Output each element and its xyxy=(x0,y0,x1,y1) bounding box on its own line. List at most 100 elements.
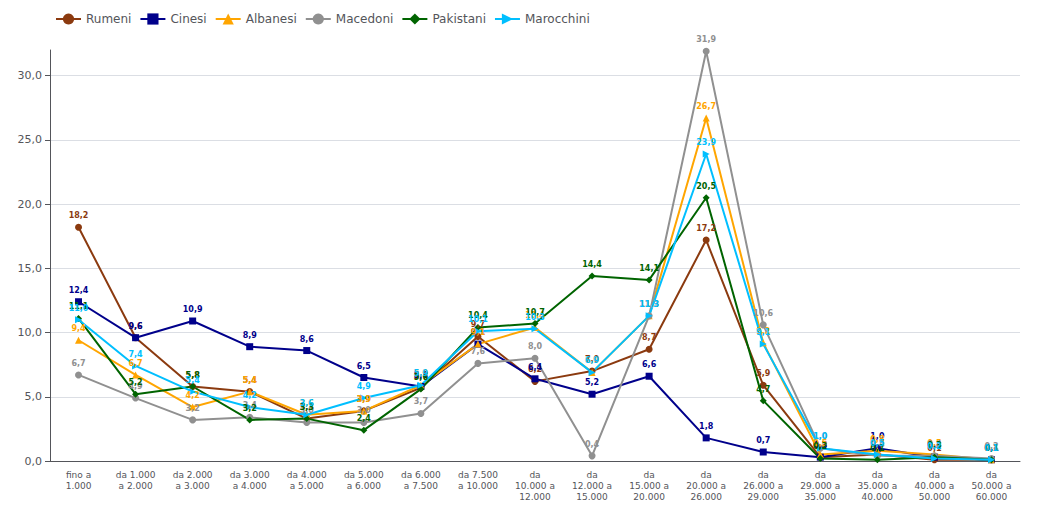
svg-text:3,6: 3,6 xyxy=(300,399,315,408)
svg-text:da: da xyxy=(986,470,997,480)
svg-text:15.000 a: 15.000 a xyxy=(629,481,669,491)
svg-text:10,9: 10,9 xyxy=(183,305,203,314)
svg-text:0,1: 0,1 xyxy=(984,444,999,453)
svg-text:10,3: 10,3 xyxy=(525,313,545,322)
svg-text:0,1: 0,1 xyxy=(984,444,999,453)
svg-text:da 3.000: da 3.000 xyxy=(230,470,270,480)
svg-text:0,2: 0,2 xyxy=(813,442,827,451)
svg-text:fino a: fino a xyxy=(66,470,91,480)
svg-text:a 3.000: a 3.000 xyxy=(176,481,210,491)
svg-text:7,6: 7,6 xyxy=(471,347,486,356)
svg-text:1,0: 1,0 xyxy=(813,432,828,441)
svg-text:Macedoni: Macedoni xyxy=(336,12,394,26)
svg-text:3,9: 3,9 xyxy=(357,395,372,404)
svg-text:50.000: 50.000 xyxy=(919,492,951,502)
svg-text:23,9: 23,9 xyxy=(696,138,716,147)
svg-text:40.000 a: 40.000 a xyxy=(914,481,954,491)
svg-text:da: da xyxy=(929,470,940,480)
svg-text:a 2.000: a 2.000 xyxy=(119,481,153,491)
svg-text:4,7: 4,7 xyxy=(756,385,770,394)
svg-text:14,1: 14,1 xyxy=(639,264,659,273)
svg-text:da: da xyxy=(586,470,597,480)
svg-text:11,3: 11,3 xyxy=(639,300,659,309)
svg-text:35.000 a: 35.000 a xyxy=(857,481,897,491)
svg-text:5,0: 5,0 xyxy=(25,390,43,403)
svg-text:Rumeni: Rumeni xyxy=(86,12,131,26)
svg-text:da 6.000: da 6.000 xyxy=(401,470,441,480)
svg-text:da: da xyxy=(872,470,883,480)
svg-text:8,6: 8,6 xyxy=(300,335,315,344)
svg-text:11,0: 11,0 xyxy=(69,304,89,313)
svg-text:60.000: 60.000 xyxy=(976,492,1008,502)
svg-text:6,7: 6,7 xyxy=(129,359,143,368)
svg-text:5,4: 5,4 xyxy=(186,376,201,385)
svg-text:5,2: 5,2 xyxy=(129,378,143,387)
svg-text:a 7.500: a 7.500 xyxy=(404,481,438,491)
svg-text:10,1: 10,1 xyxy=(468,315,488,324)
svg-text:9,1: 9,1 xyxy=(471,328,486,337)
svg-text:3,9: 3,9 xyxy=(357,395,372,404)
svg-text:29.000: 29.000 xyxy=(747,492,779,502)
svg-text:da 7.500: da 7.500 xyxy=(458,470,498,480)
svg-text:a 6.000: a 6.000 xyxy=(347,481,381,491)
svg-text:12.000 a: 12.000 a xyxy=(572,481,612,491)
svg-text:1.000: 1.000 xyxy=(66,481,92,491)
svg-text:3,2: 3,2 xyxy=(186,404,200,413)
svg-text:11,3: 11,3 xyxy=(639,300,659,309)
svg-text:da 5.000: da 5.000 xyxy=(344,470,384,480)
svg-text:6,5: 6,5 xyxy=(357,362,372,371)
svg-text:5,2: 5,2 xyxy=(585,378,599,387)
svg-text:6,6: 6,6 xyxy=(642,360,657,369)
svg-text:0,5: 0,5 xyxy=(870,439,885,448)
svg-text:da 2.000: da 2.000 xyxy=(173,470,213,480)
svg-text:da 4.000: da 4.000 xyxy=(287,470,327,480)
svg-text:18,2: 18,2 xyxy=(69,211,89,220)
svg-text:4,2: 4,2 xyxy=(186,391,200,400)
svg-text:da: da xyxy=(815,470,826,480)
svg-text:9,4: 9,4 xyxy=(71,324,86,333)
svg-text:2,4: 2,4 xyxy=(357,414,372,423)
svg-text:12.000: 12.000 xyxy=(519,492,551,502)
svg-text:a 10.000: a 10.000 xyxy=(458,481,498,491)
svg-text:6,4: 6,4 xyxy=(528,363,543,372)
svg-text:Pakistani: Pakistani xyxy=(432,12,486,26)
svg-text:0,4: 0,4 xyxy=(585,440,600,449)
svg-text:5,4: 5,4 xyxy=(243,376,258,385)
svg-text:6,9: 6,9 xyxy=(585,356,600,365)
svg-text:10,0: 10,0 xyxy=(18,326,43,339)
svg-text:da: da xyxy=(644,470,655,480)
svg-text:1,8: 1,8 xyxy=(699,422,714,431)
svg-text:35.000: 35.000 xyxy=(805,492,837,502)
svg-text:5,9: 5,9 xyxy=(414,369,429,378)
svg-text:10,6: 10,6 xyxy=(753,309,773,318)
svg-text:15,0: 15,0 xyxy=(18,262,43,275)
svg-text:da 1.000: da 1.000 xyxy=(116,470,156,480)
svg-text:15.000: 15.000 xyxy=(576,492,608,502)
svg-text:0,7: 0,7 xyxy=(756,436,770,445)
svg-text:26.000: 26.000 xyxy=(690,492,722,502)
svg-text:20,5: 20,5 xyxy=(696,182,716,191)
svg-text:a 5.000: a 5.000 xyxy=(290,481,324,491)
svg-text:3,2: 3,2 xyxy=(243,404,257,413)
svg-text:6,9: 6,9 xyxy=(585,356,600,365)
svg-text:da: da xyxy=(758,470,769,480)
svg-text:11,3: 11,3 xyxy=(639,300,659,309)
svg-text:9,1: 9,1 xyxy=(471,328,486,337)
svg-text:0,5: 0,5 xyxy=(870,439,885,448)
svg-text:5,4: 5,4 xyxy=(243,376,258,385)
svg-text:20.000: 20.000 xyxy=(633,492,665,502)
svg-text:8,0: 8,0 xyxy=(528,342,543,351)
svg-text:da: da xyxy=(529,470,540,480)
svg-text:9,6: 9,6 xyxy=(129,322,144,331)
svg-text:Cinesi: Cinesi xyxy=(170,12,206,26)
svg-text:9,6: 9,6 xyxy=(129,322,144,331)
svg-text:3,6: 3,6 xyxy=(300,399,315,408)
svg-text:10.000 a: 10.000 a xyxy=(515,481,555,491)
svg-text:26.000 a: 26.000 a xyxy=(743,481,783,491)
svg-text:20.000 a: 20.000 a xyxy=(686,481,726,491)
svg-text:0,1: 0,1 xyxy=(984,444,999,453)
svg-text:12,4: 12,4 xyxy=(69,286,89,295)
svg-text:4,9: 4,9 xyxy=(357,382,372,391)
svg-text:30,0: 30,0 xyxy=(18,69,43,82)
svg-text:26,7: 26,7 xyxy=(696,102,716,111)
